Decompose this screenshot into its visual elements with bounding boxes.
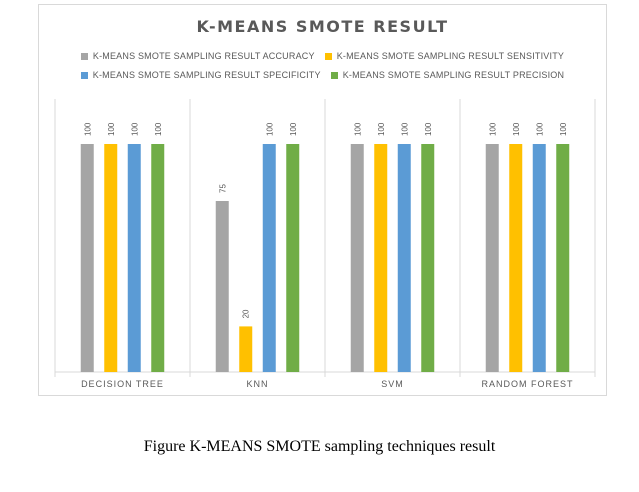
data-label: 100 xyxy=(424,122,433,136)
legend-label-specificity: K-MEANS SMOTE SAMPLING RESULT SPECIFICIT… xyxy=(92,70,321,80)
chart-title: K-MEANS SMOTE RESULT xyxy=(196,17,449,36)
legend-item-sensitivity: K-MEANS SMOTE SAMPLING RESULT SENSITIVIT… xyxy=(324,51,565,61)
bar xyxy=(397,144,411,372)
data-label: 100 xyxy=(353,122,362,136)
legend-item-accuracy: K-MEANS SMOTE SAMPLING RESULT ACCURACY xyxy=(80,51,315,61)
bar xyxy=(262,144,276,372)
bar xyxy=(151,144,165,372)
x-tick-label: SVM xyxy=(381,379,404,389)
data-label: 100 xyxy=(289,122,298,136)
x-tick-label: KNN xyxy=(246,379,268,389)
bar xyxy=(80,144,94,372)
data-label: 100 xyxy=(265,122,274,136)
data-label: 100 xyxy=(535,122,544,136)
x-tick-label: RANDOM FOREST xyxy=(481,379,573,389)
legend-item-specificity: K-MEANS SMOTE SAMPLING RESULT SPECIFICIT… xyxy=(80,70,321,80)
legend-label-precision: K-MEANS SMOTE SAMPLING RESULT PRECISION xyxy=(342,70,565,80)
bar xyxy=(421,144,435,372)
legend-row-2: K-MEANS SMOTE SAMPLING RESULT SPECIFICIT… xyxy=(39,70,606,80)
legend-swatch-precision xyxy=(330,71,338,79)
legend-swatch-sensitivity xyxy=(324,52,332,60)
legend-swatch-specificity xyxy=(80,71,88,79)
data-label: 100 xyxy=(377,122,386,136)
bar xyxy=(556,144,570,372)
x-tick-label: DECISION TREE xyxy=(81,379,164,389)
legend-label-accuracy: K-MEANS SMOTE SAMPLING RESULT ACCURACY xyxy=(92,51,315,61)
data-label: 100 xyxy=(107,122,116,136)
bar xyxy=(509,144,523,372)
bar xyxy=(286,144,300,372)
legend-swatch-accuracy xyxy=(80,52,88,60)
legend-row-1: K-MEANS SMOTE SAMPLING RESULT ACCURACY K… xyxy=(39,51,606,61)
figure-caption: Figure K-MEANS SMOTE sampling techniques… xyxy=(143,438,496,455)
chart-area: K-MEANS SMOTE RESULT K-MEANS SMOTE SAMPL… xyxy=(38,4,607,396)
bar-chart-plot: 100 100 100 100 DECISION TREE 75 20 100 100 KNN 10… xyxy=(54,99,596,389)
data-label: 100 xyxy=(512,122,521,136)
data-label: 100 xyxy=(130,122,139,136)
legend-label-sensitivity: K-MEANS SMOTE SAMPLING RESULT SENSITIVIT… xyxy=(336,51,565,61)
data-label: 100 xyxy=(488,122,497,136)
bar xyxy=(215,201,229,372)
data-label: 75 xyxy=(218,184,227,193)
data-label: 100 xyxy=(400,122,409,136)
data-label: 100 xyxy=(154,122,163,136)
legend-item-precision: K-MEANS SMOTE SAMPLING RESULT PRECISION xyxy=(330,70,565,80)
bar xyxy=(127,144,141,372)
data-label: 100 xyxy=(83,122,92,136)
bar xyxy=(104,144,118,372)
bar xyxy=(350,144,364,372)
bar xyxy=(532,144,546,372)
data-label: 100 xyxy=(559,122,568,136)
bar xyxy=(485,144,499,372)
bar xyxy=(374,144,388,372)
bar xyxy=(239,326,253,372)
data-label: 20 xyxy=(242,309,251,318)
